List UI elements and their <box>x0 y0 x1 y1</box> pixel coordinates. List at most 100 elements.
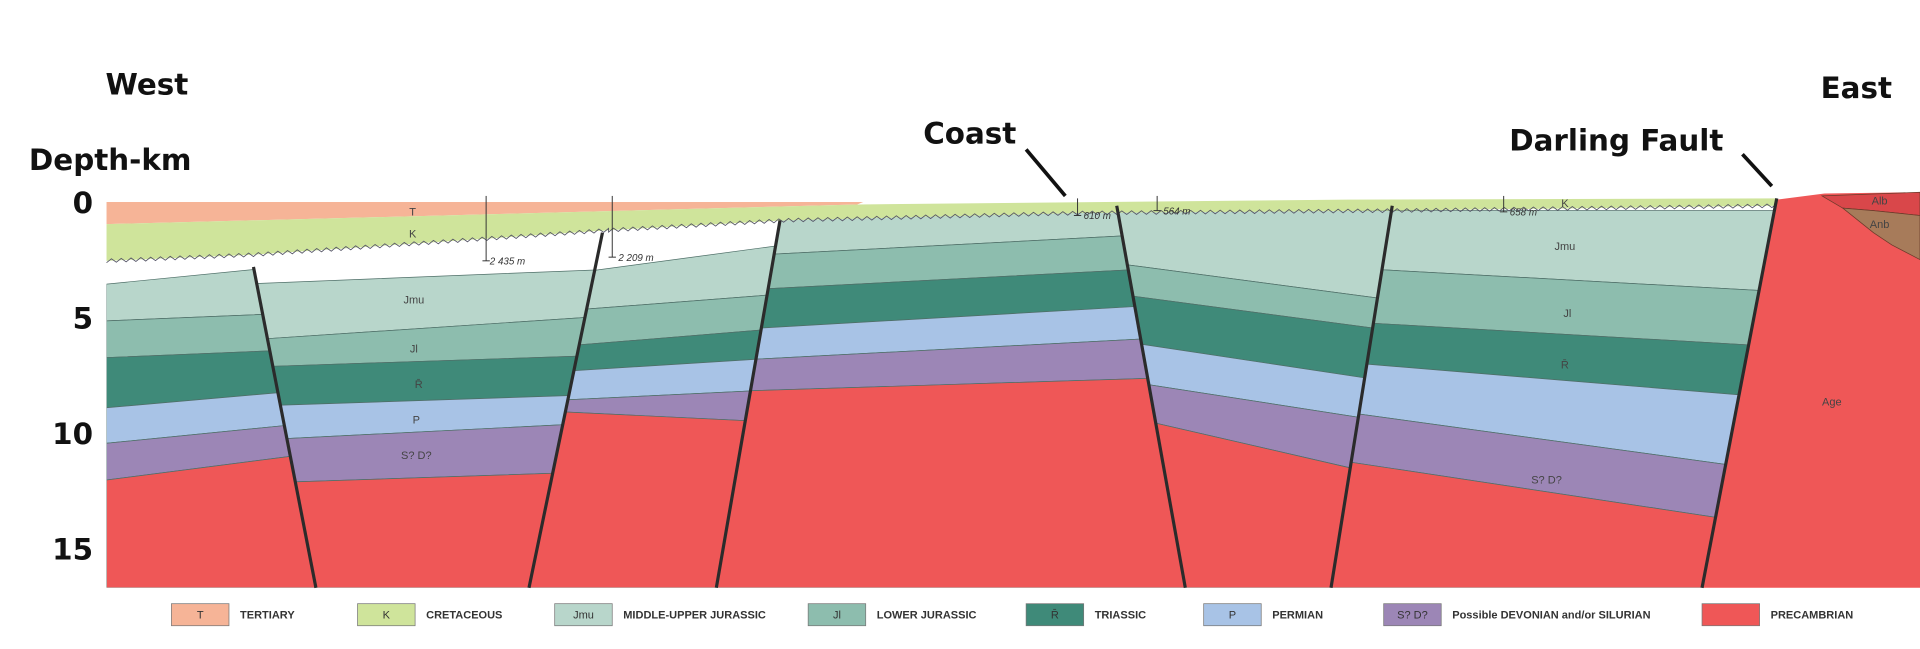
coast-pointer <box>1024 148 1067 198</box>
layer <box>1331 320 1777 399</box>
legend-name: MIDDLE-UPPER JURASSIC <box>623 609 766 621</box>
legend-symbol: K <box>383 609 391 621</box>
layer-label: Age <box>1822 396 1842 408</box>
layer-label: K <box>409 229 417 241</box>
legend-name: PRECAMBRIAN <box>1771 609 1854 621</box>
legend-symbol: R̄ <box>1051 609 1059 622</box>
layer <box>1331 360 1777 472</box>
layer <box>716 232 1186 292</box>
legend-swatch <box>1701 603 1760 627</box>
layer <box>528 389 784 423</box>
layer <box>716 266 1186 332</box>
precambrian-east <box>1702 192 1920 588</box>
coast-label: Coast <box>923 116 1016 150</box>
layer <box>241 269 609 341</box>
layer-label: Jmu <box>1554 241 1575 253</box>
depth-tick-label: 15 <box>52 532 93 566</box>
layer-label: R̄ <box>415 379 423 392</box>
layer-label: K <box>1561 198 1569 210</box>
layer-label: S? D? <box>1531 475 1562 487</box>
legend-symbol: P <box>1229 609 1236 621</box>
layer <box>528 244 784 314</box>
layer-label: T <box>409 207 416 219</box>
layer <box>1331 458 1777 588</box>
legend-name: LOWER JURASSIC <box>877 609 977 621</box>
well-depth: 610 m <box>1084 211 1111 222</box>
depth-label: Depth-km <box>29 143 192 177</box>
fault-line <box>1700 198 1779 589</box>
legend-symbol: S? D? <box>1397 609 1428 621</box>
well-depth: 2 209 m <box>617 253 653 264</box>
west-label: West <box>106 67 189 101</box>
legend-symbol: T <box>197 609 204 621</box>
layer <box>241 393 609 442</box>
layer <box>1115 293 1393 383</box>
layer-label: Jl <box>1563 308 1571 320</box>
layer <box>1115 413 1393 588</box>
well-depth: 2 435 m <box>489 257 525 268</box>
legend-swatch <box>1203 603 1262 627</box>
layer <box>106 422 316 481</box>
legend-name: PERMIAN <box>1272 609 1323 621</box>
layer-label: Jl <box>410 344 418 356</box>
layer <box>106 348 316 409</box>
legend-swatch <box>1025 603 1085 627</box>
legend-name: TERTIARY <box>240 609 295 621</box>
depth-tick-label: 0 <box>73 186 93 220</box>
legend-swatch <box>357 603 416 627</box>
fault-line <box>527 232 605 589</box>
well-depth: 564 m <box>1163 206 1190 217</box>
legend-symbol: Jmu <box>573 609 594 621</box>
cretaceous-layer <box>106 198 1777 261</box>
fault-line <box>1115 205 1187 589</box>
layer <box>1115 339 1393 423</box>
legend-swatch <box>807 603 867 627</box>
layer <box>716 303 1186 362</box>
annotations: West East Depth-km Coast Darling Fault 2… <box>29 67 1892 627</box>
layer <box>528 293 784 350</box>
layer <box>528 327 784 374</box>
layer <box>241 354 609 407</box>
fault-line <box>1329 205 1394 589</box>
layer <box>1331 266 1777 347</box>
layer <box>716 376 1186 588</box>
layer <box>241 315 609 368</box>
layer <box>1331 210 1777 292</box>
layer <box>1115 379 1393 479</box>
layer-label: Anb <box>1870 219 1890 231</box>
fault-block <box>1115 210 1393 588</box>
layer-label: S? D? <box>401 450 432 462</box>
layer <box>716 336 1186 393</box>
layer <box>528 357 784 403</box>
layer <box>106 452 316 588</box>
fault-block <box>1331 210 1777 588</box>
well-depth: 658 m <box>1510 208 1537 219</box>
legend-swatch <box>554 603 613 627</box>
legend-name: CRETACEOUS <box>426 609 502 621</box>
layer <box>528 409 784 588</box>
geology <box>106 191 1920 589</box>
tertiary-layer <box>106 202 864 225</box>
legend-name: Possible DEVONIAN and/or SILURIAN <box>1452 609 1650 621</box>
fault-line <box>714 220 782 589</box>
fault-block <box>528 244 784 588</box>
layer <box>1331 409 1777 527</box>
layer <box>241 422 609 485</box>
legend-name: TRIASSIC <box>1095 609 1146 621</box>
layer <box>1115 262 1393 332</box>
depth-tick-label: 5 <box>73 301 93 335</box>
layer-label: P <box>413 415 420 427</box>
depth-tick-label: 10 <box>52 417 93 451</box>
legend-swatch <box>1383 603 1442 627</box>
layer <box>106 388 316 444</box>
fault-block <box>241 269 609 588</box>
fault-block <box>716 207 1186 588</box>
legend-swatch <box>171 603 230 627</box>
unconformity <box>106 203 1777 263</box>
fault-pointer <box>1741 153 1774 188</box>
fault-line <box>251 266 318 589</box>
layer-label: Jmu <box>403 295 424 307</box>
layer-label: R̄ <box>1561 359 1569 372</box>
